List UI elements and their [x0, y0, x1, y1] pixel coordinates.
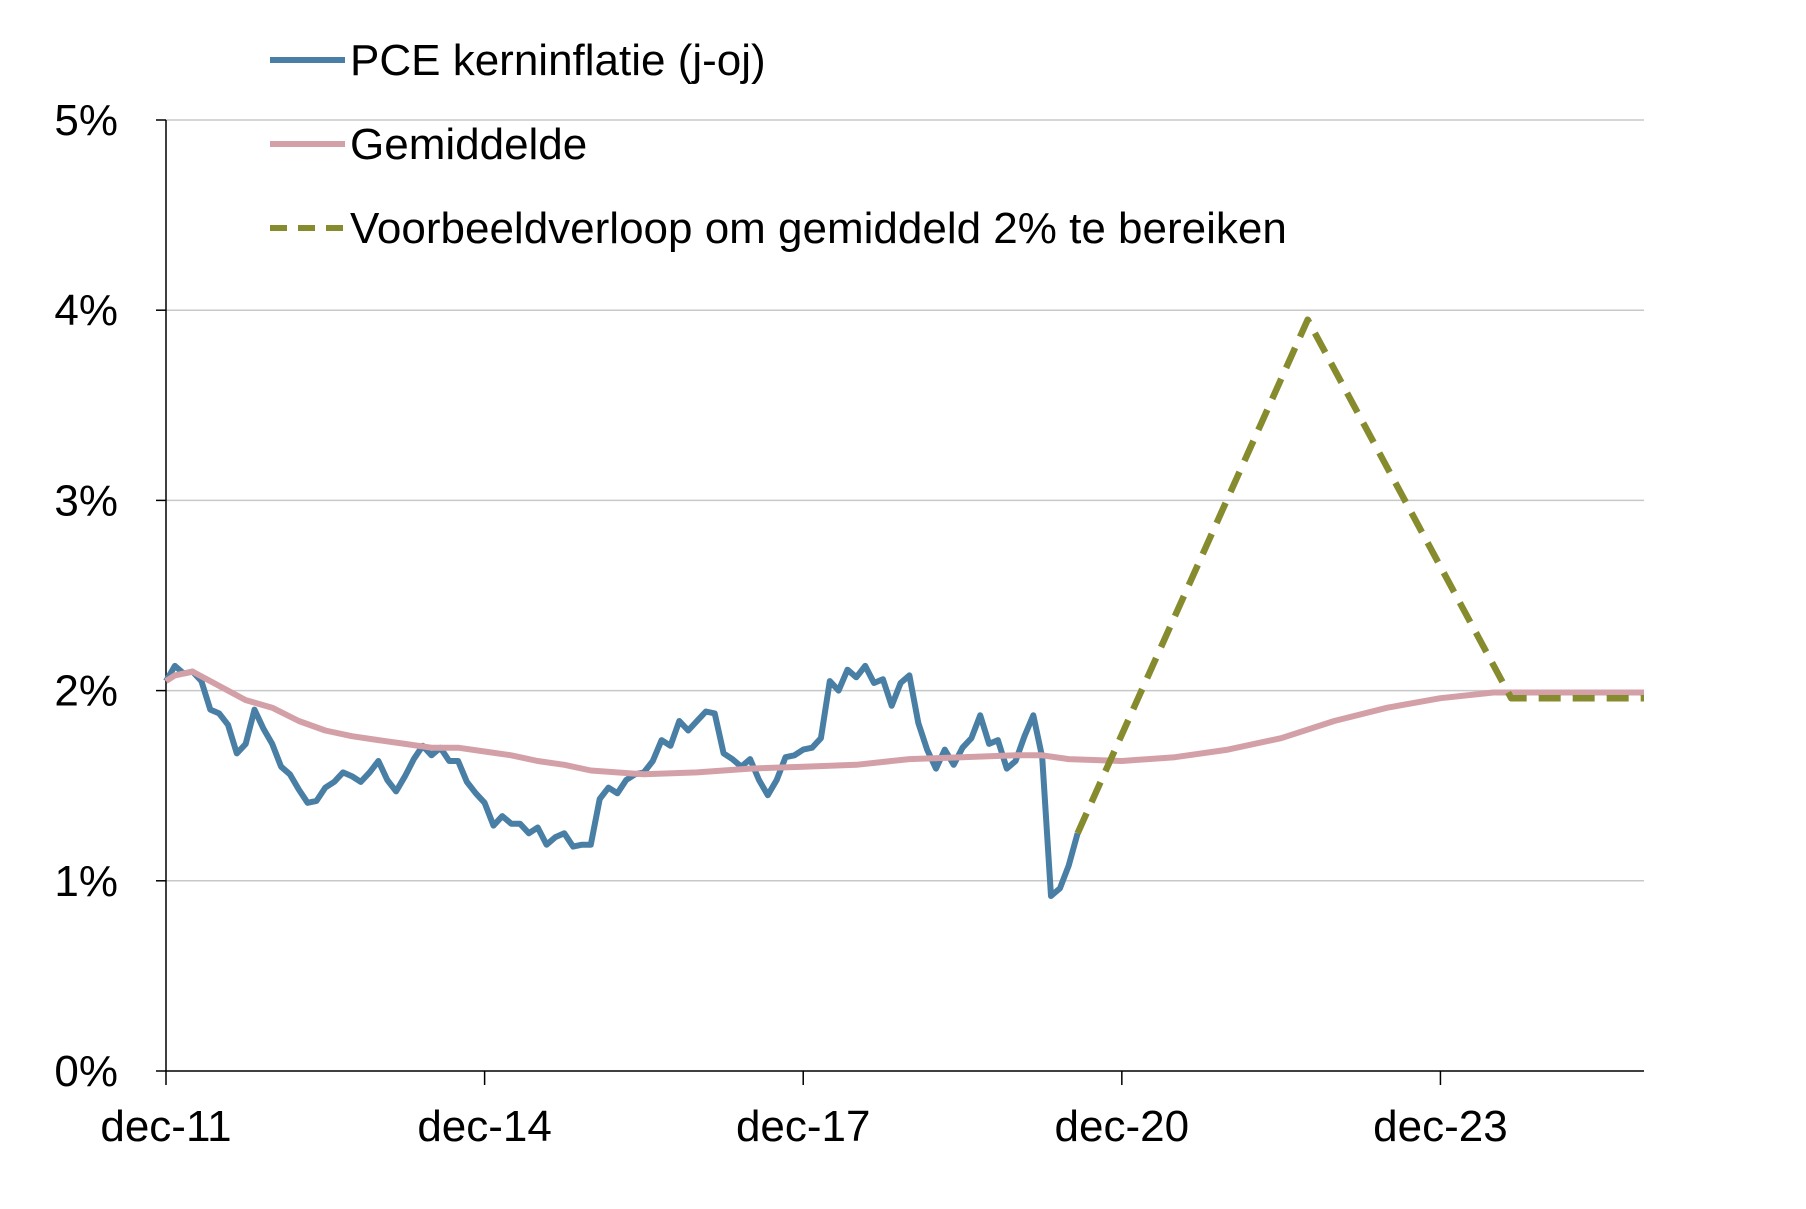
x-tick-labels: dec-11 dec-14 dec-17 dec-20 dec-23 [100, 1102, 1507, 1151]
y-tick-label: 1% [54, 857, 118, 906]
legend: PCE kerninflatie (j-oj) Gemiddelde Voorbee… [270, 36, 1287, 253]
y-tick-label: 2% [54, 667, 118, 716]
y-tick-label: 3% [54, 476, 118, 525]
y-tick-label: 4% [54, 286, 118, 335]
legend-label-1: PCE kerninflatie (j-oj) [350, 36, 766, 85]
axes [156, 119, 1644, 1085]
legend-label-2: Gemiddelde [350, 120, 587, 169]
x-tick-label: dec-20 [1055, 1102, 1190, 1151]
x-tick-label: dec-23 [1373, 1102, 1508, 1151]
y-tick-label: 0% [54, 1047, 118, 1096]
y-tick-label: 5% [54, 96, 118, 145]
x-tick-label: dec-11 [100, 1102, 231, 1151]
series-line-3 [1074, 316, 1644, 835]
y-tick-labels: 0% 1% 2% 3% 4% 5% [54, 96, 118, 1096]
legend-label-3: Voorbeeldverloop om gemiddeld 2% te bere… [350, 204, 1287, 253]
x-tick-label: dec-17 [736, 1102, 871, 1151]
series-line-2 [164, 668, 1644, 778]
series-lines [163, 316, 1644, 899]
gridlines [166, 119, 1644, 882]
x-tick-label: dec-14 [417, 1102, 552, 1151]
series-line-1 [163, 662, 1081, 899]
